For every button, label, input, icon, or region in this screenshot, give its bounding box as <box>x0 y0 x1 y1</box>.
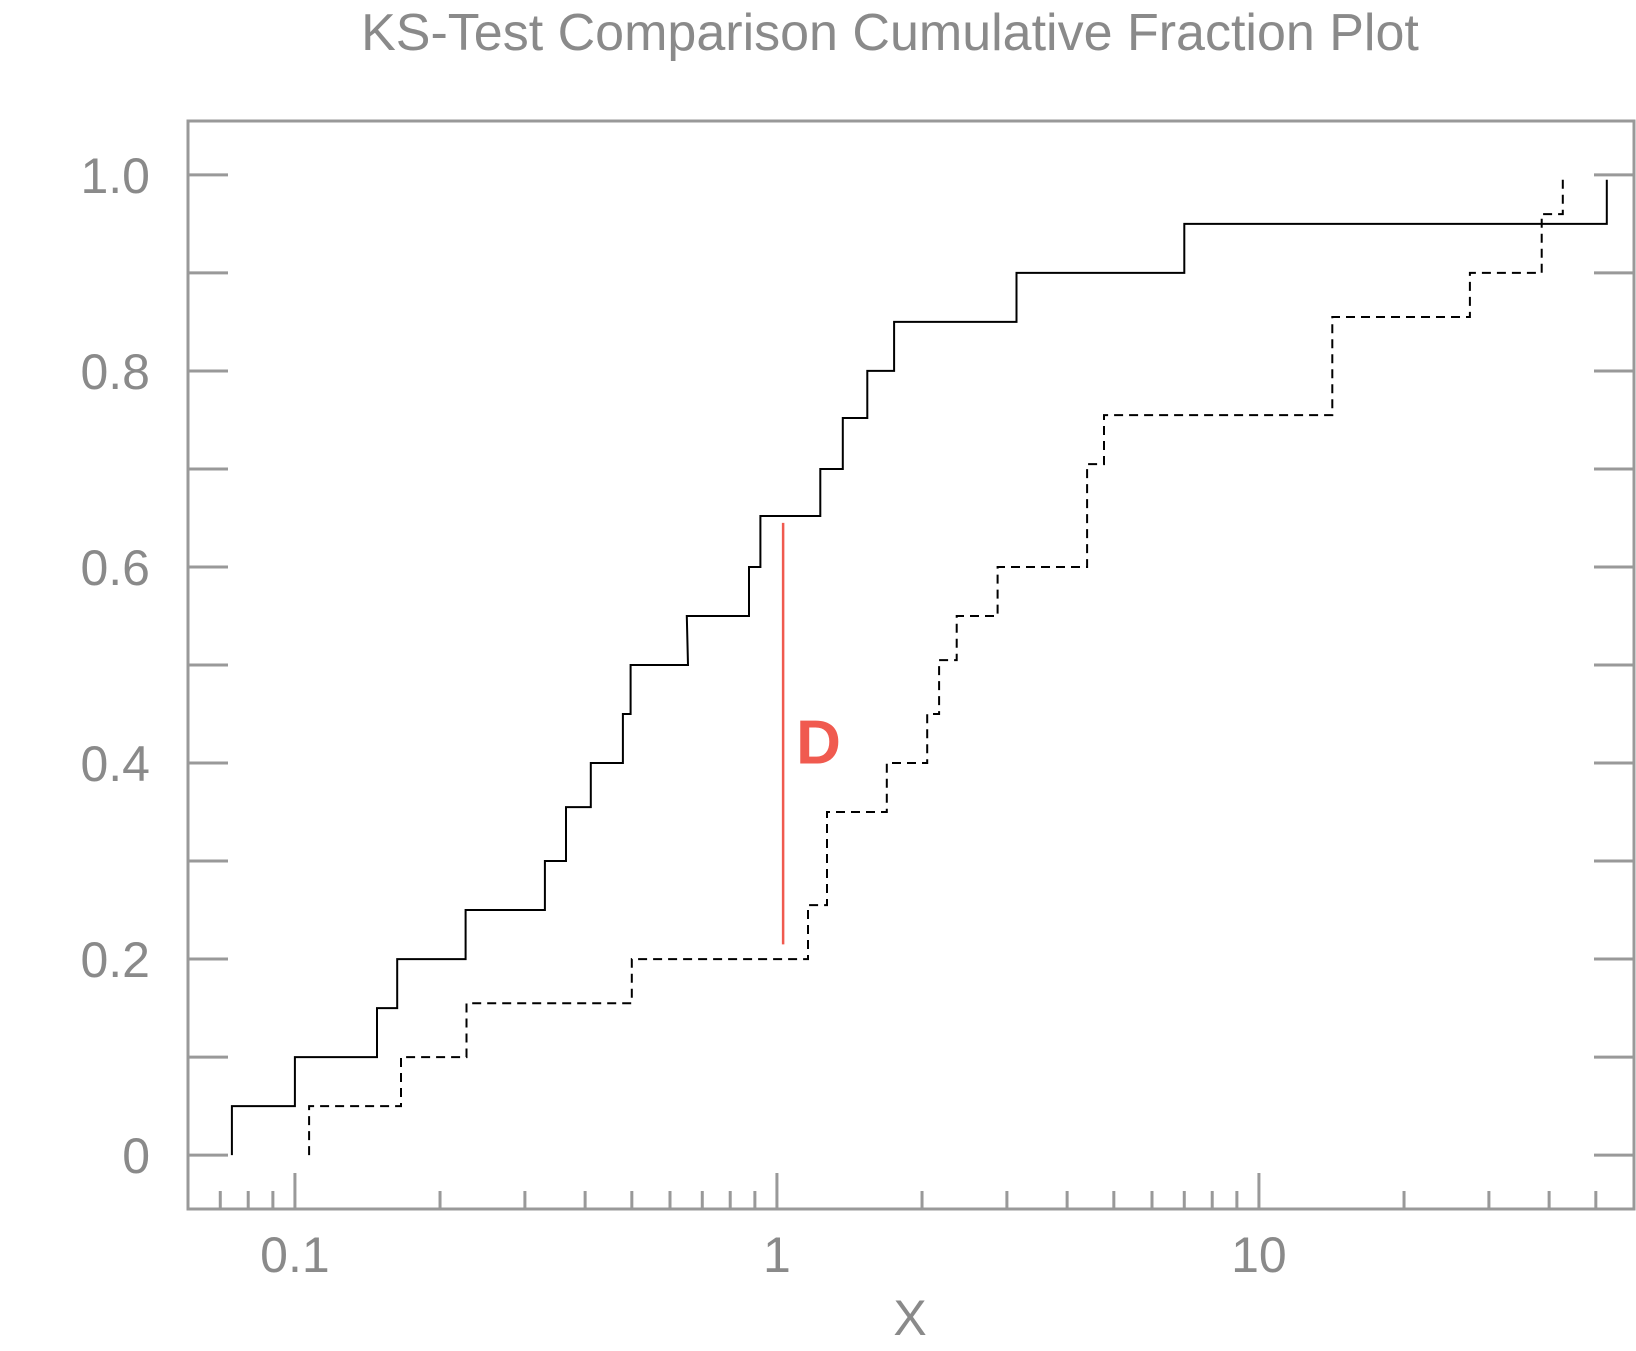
x-tick-label: 10 <box>1231 1227 1287 1283</box>
x-axis-label: X <box>893 1290 926 1346</box>
y-tick-label: 1.0 <box>80 148 150 204</box>
plot-frame <box>186 119 1636 1211</box>
x-tick-labels: 0.1 1 10 <box>260 1227 1287 1283</box>
annotations: D <box>781 522 841 945</box>
y-tick-label: 0.2 <box>80 932 150 988</box>
series-solid-cdf <box>230 179 1608 1156</box>
d-statistic-label: D <box>796 708 841 777</box>
y-axis-ticks <box>188 173 1634 1157</box>
x-axis-ticks <box>186 1173 1636 1209</box>
cdf-series <box>230 174 1608 1156</box>
x-tick-label: 1 <box>763 1227 791 1283</box>
y-tick-labels: 0 0.2 0.4 0.6 0.8 1.0 <box>80 148 150 1184</box>
chart-title: KS-Test Comparison Cumulative Fraction P… <box>361 4 1419 62</box>
y-tick-label: 0.4 <box>80 736 150 792</box>
y-tick-label: 0.8 <box>80 344 150 400</box>
x-tick-label: 0.1 <box>260 1227 330 1283</box>
y-tick-label: 0.6 <box>80 540 150 596</box>
y-tick-label: 0 <box>122 1128 150 1184</box>
series-dashed-cdf <box>308 174 1564 1156</box>
